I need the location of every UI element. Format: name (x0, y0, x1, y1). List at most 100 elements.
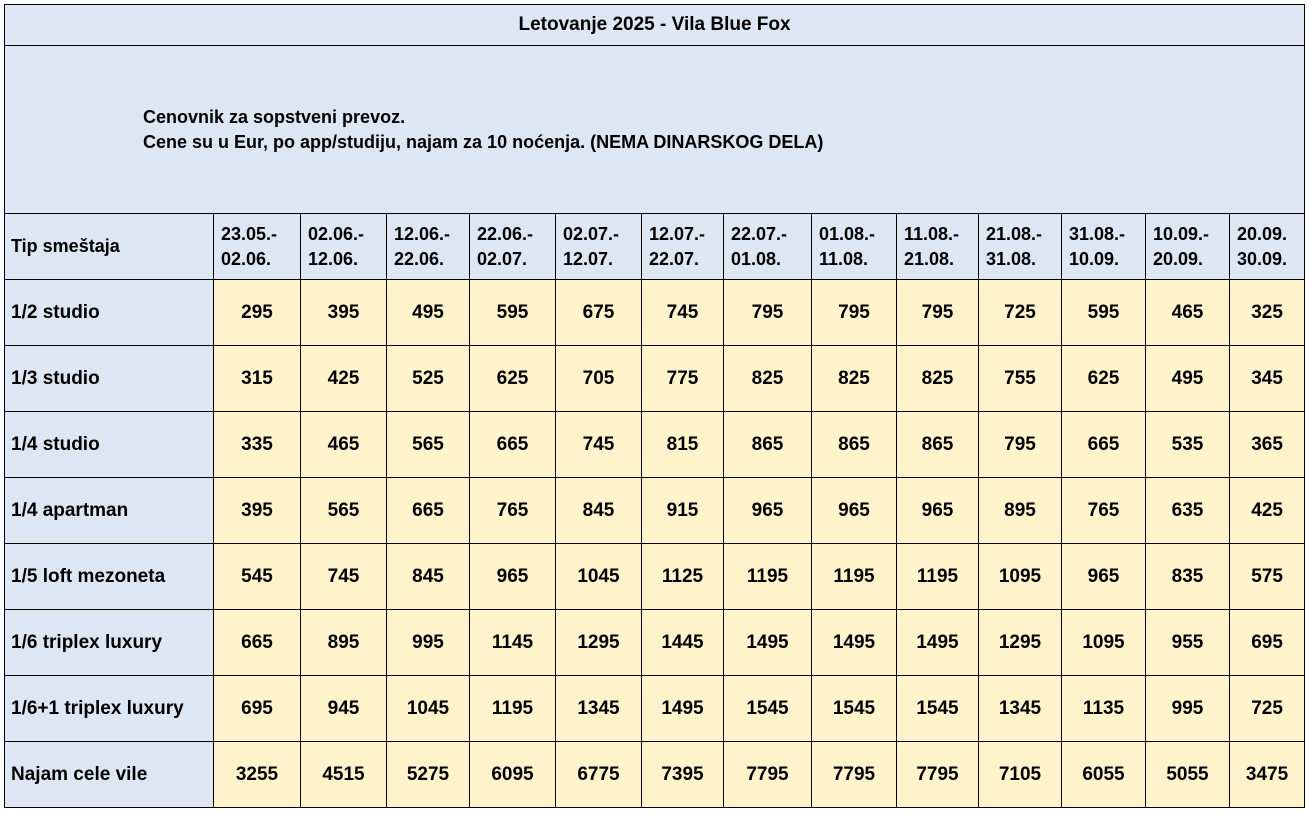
period-header: 23.05.- 02.06. (213, 213, 301, 280)
price-cell: 995 (386, 609, 470, 676)
price-cell: 6775 (555, 741, 642, 808)
price-cell: 865 (896, 411, 979, 478)
price-cell: 665 (213, 609, 301, 676)
price-cell: 825 (896, 345, 979, 412)
price-cell: 775 (641, 345, 724, 412)
price-cell: 825 (811, 345, 897, 412)
price-cell: 1295 (555, 609, 642, 676)
period-to: 02.07. (477, 248, 528, 269)
table-row: 1/3 studio 315 425 525 625 705 775 825 825 825 755… (4, 345, 1306, 412)
price-cell: 295 (213, 279, 301, 346)
price-cell: 1125 (641, 543, 724, 610)
price-cell: 1545 (811, 675, 897, 742)
period-header: 12.07.- 22.07. (641, 213, 724, 280)
table-body: 1/2 studio 295 395 495 595 675 745 795 795 795 725… (4, 279, 1306, 808)
price-cell: 7795 (896, 741, 979, 808)
period-from: 11.08.- (904, 223, 960, 244)
table-row: 1/6 triplex luxury 665 895 995 1145 1295 1445 1… (4, 609, 1306, 676)
price-cell: 1045 (386, 675, 470, 742)
period-header: 02.06.- 12.06. (300, 213, 387, 280)
price-cell: 895 (300, 609, 387, 676)
price-cell: 525 (386, 345, 470, 412)
period-to: 02.06. (221, 248, 272, 269)
accommodation-type: 1/5 loft mezoneta (4, 543, 214, 610)
period-to: 12.07. (563, 248, 614, 269)
price-cell: 1145 (469, 609, 556, 676)
price-cell: 815 (641, 411, 724, 478)
notes-row: Cenovnik za sopstveni prevoz. Cene su u … (3, 45, 1306, 214)
price-cell: 865 (811, 411, 897, 478)
period-header: 02.07.- 12.07. (555, 213, 642, 280)
price-cell: 1045 (555, 543, 642, 610)
period-from: 12.07.- (649, 223, 706, 244)
note-transport: Cenovnik za sopstveni prevoz. (143, 106, 406, 127)
price-cell: 7795 (723, 741, 812, 808)
price-cell: 795 (723, 279, 812, 346)
table-row: 1/4 apartman 395 565 665 765 845 915 965 965 965 8… (4, 477, 1306, 544)
price-cell: 675 (555, 279, 642, 346)
accommodation-type: 1/4 apartman (4, 477, 214, 544)
price-cell: 395 (213, 477, 301, 544)
price-cell: 845 (386, 543, 470, 610)
period-from: 23.05.- (221, 223, 278, 244)
price-cell: 695 (1228, 609, 1306, 676)
price-cell: 365 (1228, 411, 1306, 478)
price-cell: 795 (896, 279, 979, 346)
price-cell: 965 (1061, 543, 1146, 610)
price-cell: 1495 (896, 609, 979, 676)
accommodation-type: 1/3 studio (4, 345, 214, 412)
price-cell: 5275 (386, 741, 470, 808)
price-cell: 1495 (723, 609, 812, 676)
price-cell: 6055 (1061, 741, 1146, 808)
accommodation-type: 1/6+1 triplex luxury (4, 675, 214, 742)
price-cell: 865 (723, 411, 812, 478)
price-cell: 465 (1145, 279, 1230, 346)
notes-block: Cenovnik za sopstveni prevoz. Cene su u … (3, 45, 1306, 214)
table-row: Najam cele vile 3255 4515 5275 6095 6775 7395 7… (4, 741, 1306, 808)
price-cell: 755 (978, 345, 1062, 412)
price-cell: 1195 (469, 675, 556, 742)
period-to: 01.08. (731, 248, 782, 269)
price-cell: 3475 (1228, 741, 1306, 808)
period-from: 10.09.- (1153, 223, 1210, 244)
table-row: 1/6+1 triplex luxury 695 945 1045 1195 1345 14… (4, 675, 1306, 742)
price-cell: 955 (1145, 609, 1230, 676)
price-cell: 545 (213, 543, 301, 610)
price-cell: 1545 (723, 675, 812, 742)
period-to: 10.09. (1069, 248, 1120, 269)
price-cell: 6095 (469, 741, 556, 808)
price-cell: 7795 (811, 741, 897, 808)
price-cell: 425 (1228, 477, 1306, 544)
price-cell: 665 (386, 477, 470, 544)
header-row: Tip smeštaja 23.05.- 02.06. 02.06.- 12.06. 1… (4, 213, 1306, 280)
period-to: 11.08. (819, 248, 869, 269)
period-from: 02.06.- (308, 223, 365, 244)
price-cell: 565 (300, 477, 387, 544)
period-from: 20.09. (1237, 223, 1288, 244)
period-header: 20.09. 30.09. (1228, 213, 1306, 280)
price-cell: 915 (641, 477, 724, 544)
accommodation-type: 1/4 studio (4, 411, 214, 478)
price-cell: 895 (978, 477, 1062, 544)
price-table: Letovanje 2025 - Vila Blue Fox Cenovnik … (3, 4, 1306, 808)
price-cell: 635 (1145, 477, 1230, 544)
price-cell: 1495 (811, 609, 897, 676)
period-from: 22.06.- (477, 223, 534, 244)
period-header: 22.06.- 02.07. (469, 213, 556, 280)
price-cell: 465 (300, 411, 387, 478)
price-cell: 1195 (896, 543, 979, 610)
price-cell: 965 (469, 543, 556, 610)
period-to: 22.07. (649, 248, 700, 269)
price-cell: 7395 (641, 741, 724, 808)
price-cell: 1495 (641, 675, 724, 742)
period-header: 21.08.- 31.08. (978, 213, 1062, 280)
period-from: 02.07.- (563, 223, 620, 244)
price-cell: 1545 (896, 675, 979, 742)
period-from: 22.07.- (731, 223, 788, 244)
type-column-header: Tip smeštaja (4, 213, 214, 280)
table-row: 1/5 loft mezoneta 545 745 845 965 1045 1125 119… (4, 543, 1306, 610)
price-cell: 625 (469, 345, 556, 412)
period-from: 12.06.- (394, 223, 451, 244)
period-header: 10.09.- 20.09. (1145, 213, 1230, 280)
title-row: Letovanje 2025 - Vila Blue Fox (3, 4, 1306, 46)
